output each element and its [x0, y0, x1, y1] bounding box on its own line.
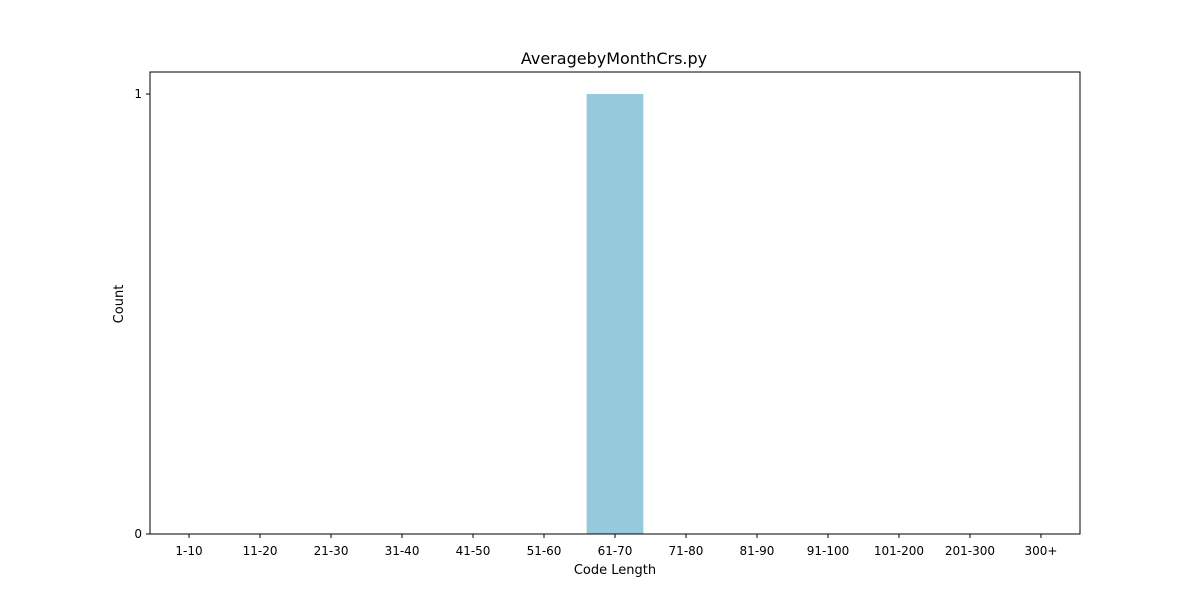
x-tick-label: 300+ — [1024, 544, 1057, 558]
y-tick-label: 1 — [134, 87, 142, 101]
chart-title: AveragebyMonthCrs.py — [521, 49, 707, 68]
bars-layer — [586, 94, 644, 534]
x-tick-label: 51-60 — [527, 544, 562, 558]
y-axis-ticks: 01 — [134, 87, 150, 541]
y-tick-label: 0 — [134, 527, 142, 541]
x-tick-label: 11-20 — [243, 544, 278, 558]
x-tick-label: 81-90 — [740, 544, 775, 558]
x-tick-label: 201-300 — [945, 544, 995, 558]
x-tick-label: 101-200 — [874, 544, 924, 558]
x-axis-label: Code Length — [574, 563, 656, 578]
x-axis-ticks: 1-10 11-20 21-30 31-40 41-50 51-60 61-70 71-80 8… — [175, 534, 1057, 558]
y-axis-label: Count — [112, 285, 127, 324]
x-tick-label: 41-50 — [456, 544, 491, 558]
x-tick-label: 31-40 — [385, 544, 420, 558]
bar-61-70 — [586, 94, 644, 534]
x-tick-label: 61-70 — [598, 544, 633, 558]
x-tick-label: 71-80 — [669, 544, 704, 558]
x-tick-label: 91-100 — [807, 544, 850, 558]
x-tick-label: 21-30 — [314, 544, 349, 558]
x-tick-label: 1-10 — [175, 544, 202, 558]
